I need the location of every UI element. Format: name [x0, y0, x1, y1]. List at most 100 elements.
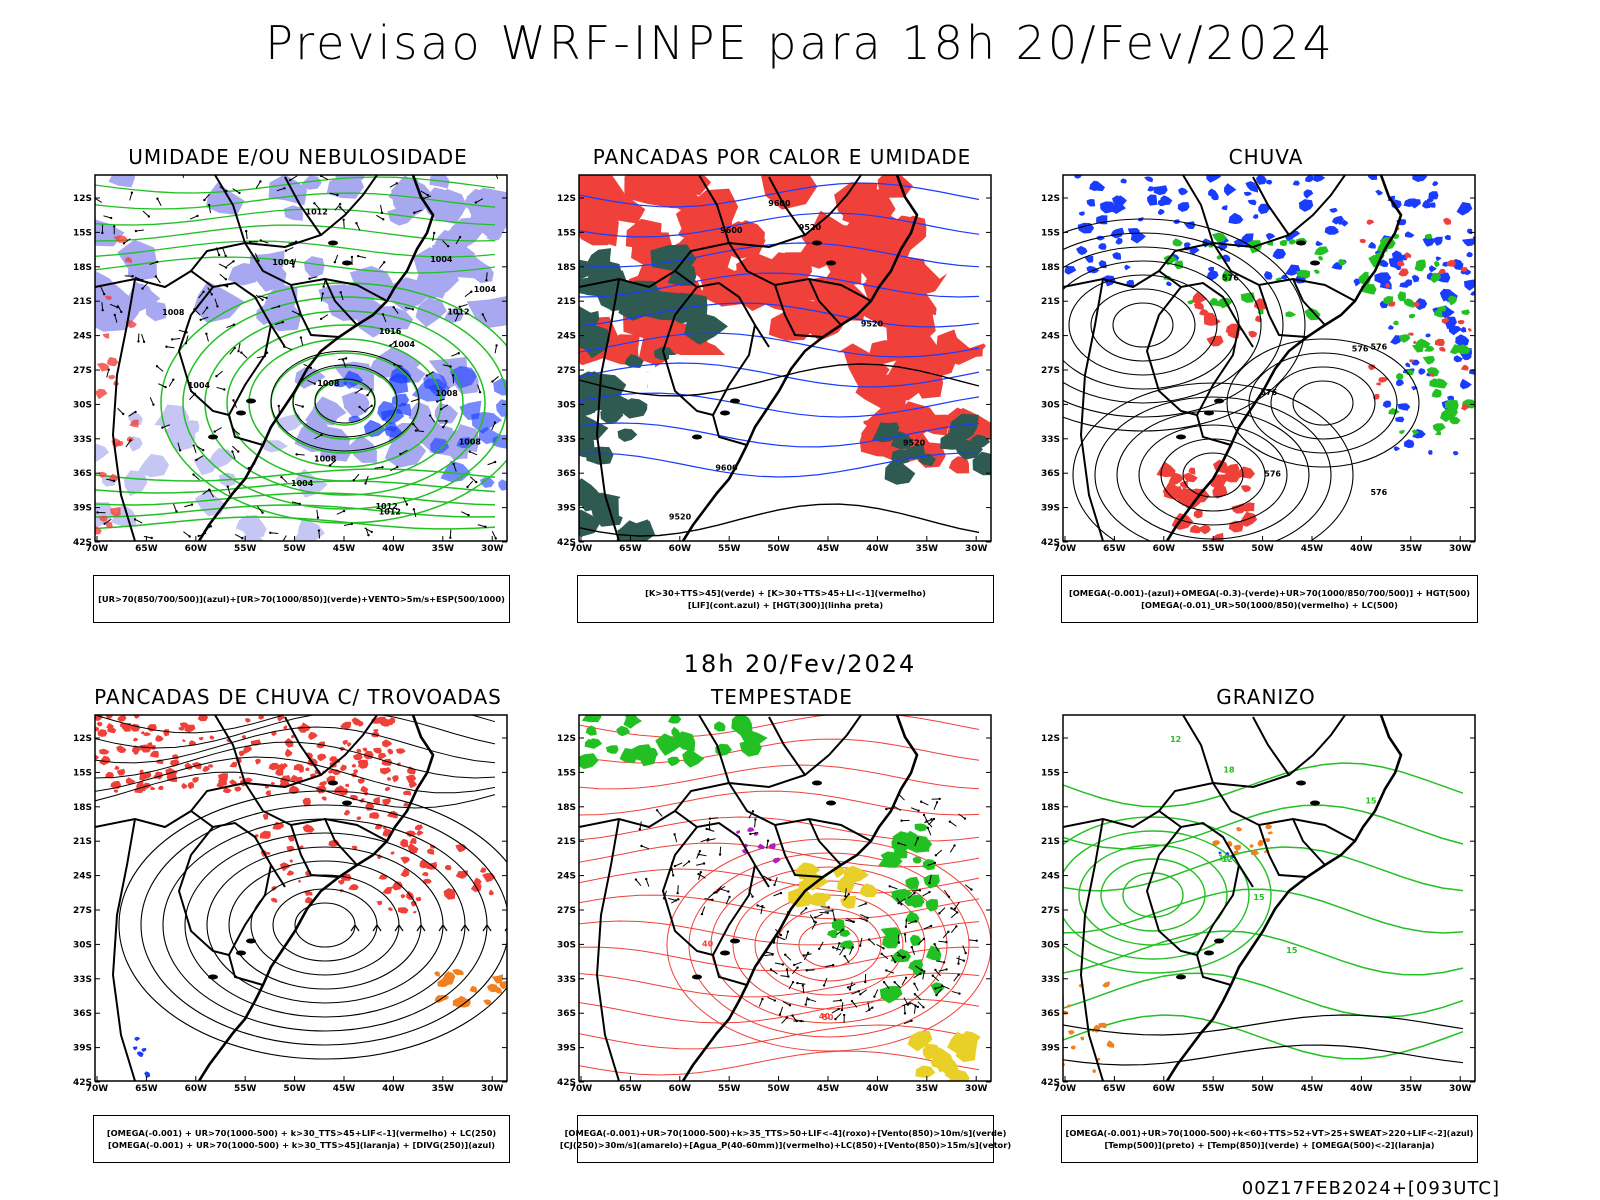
- contour-line: [95, 756, 496, 794]
- field-patch: [768, 310, 816, 341]
- wind-vector: [469, 476, 477, 483]
- wind-vector-head: [805, 969, 808, 972]
- field-patch: [403, 791, 407, 796]
- wind-vector-head: [141, 287, 144, 290]
- lon-label: 70W: [86, 544, 109, 554]
- contour-label: 9600: [715, 464, 738, 473]
- field-patch: [839, 929, 851, 937]
- field-patch: [917, 842, 930, 852]
- wind-vector: [905, 918, 908, 927]
- contour-line: [579, 362, 980, 388]
- contour-label: 9520: [799, 223, 822, 232]
- lat-label: 12S: [73, 194, 92, 204]
- field-patch: [144, 1071, 151, 1078]
- field-patch: [1403, 298, 1415, 308]
- wind-vector-head: [843, 954, 846, 958]
- field-patch: [288, 835, 295, 842]
- wind-vector-head: [893, 981, 896, 984]
- field-patch: [140, 731, 145, 735]
- field-patch: [266, 851, 271, 855]
- field-patch: [1444, 234, 1451, 241]
- contour-line: [579, 272, 980, 298]
- field-patch: [259, 830, 271, 839]
- field-patch: [238, 776, 242, 779]
- wind-vector: [709, 817, 718, 820]
- field-patch: [1368, 241, 1376, 249]
- wind-vector: [770, 969, 778, 975]
- field-patch: [667, 756, 681, 767]
- wind-vector: [954, 901, 960, 910]
- wind-vector: [784, 954, 792, 961]
- wind-vector: [847, 983, 856, 988]
- wind-vector-head: [920, 969, 924, 972]
- wind-vector-head: [269, 531, 272, 534]
- wind-vector: [209, 489, 215, 498]
- field-patch: [1338, 258, 1347, 266]
- lat-label: 27S: [73, 906, 92, 916]
- lon-label: 40W: [866, 1084, 889, 1094]
- lat-label: 18S: [73, 803, 92, 813]
- field-patch: [298, 879, 301, 883]
- wind-vector-head: [831, 909, 834, 912]
- contour-label: 1004: [430, 255, 453, 264]
- wind-vector-head: [364, 482, 367, 485]
- lake-marker: [730, 398, 740, 404]
- wind-vector: [364, 405, 372, 411]
- field-patch: [498, 479, 507, 491]
- wind-vector: [898, 898, 906, 904]
- lat-label: 18S: [557, 803, 576, 813]
- wind-vector: [193, 474, 200, 481]
- contour-line: [732, 880, 926, 1010]
- field-patch: [373, 729, 379, 733]
- legend-line: [OMEGA(-0.001) + UR>70(1000-500) + k>30_…: [106, 1128, 497, 1138]
- wind-vector: [645, 878, 650, 887]
- field-patch: [1098, 1022, 1107, 1029]
- wind-vector-head: [801, 984, 805, 987]
- wind-vector: [844, 955, 850, 964]
- wind-vector: [811, 922, 817, 930]
- wind-vector: [932, 975, 940, 982]
- wind-vector-head: [769, 878, 772, 882]
- wind-vector-head: [698, 849, 702, 853]
- field-patch: [920, 240, 975, 279]
- panel-chuva: CHUVA 576 576 576 576 576 576 12S 15S 18S 21S 24S 2…: [1031, 145, 1501, 635]
- field-patch: [1265, 232, 1276, 241]
- lake-marker: [1176, 974, 1186, 980]
- field-patch: [1116, 195, 1127, 206]
- wind-vector-head: [172, 378, 175, 381]
- state-border: [1258, 824, 1308, 878]
- wind-vector-head: [837, 1007, 840, 1011]
- field-patch: [218, 778, 227, 786]
- field-patch: [947, 1031, 975, 1054]
- wind-vector: [184, 504, 193, 508]
- wind-vector: [316, 509, 319, 518]
- field-patch: [1449, 415, 1461, 425]
- contour-label: 1004: [188, 381, 211, 390]
- wind-vector: [376, 214, 384, 220]
- field-patch: [1228, 212, 1244, 225]
- lat-label: 33S: [73, 435, 92, 445]
- wind-vector: [281, 476, 288, 484]
- wind-vector-head: [640, 844, 643, 848]
- wind-vector: [226, 324, 235, 329]
- contour-line: [1072, 382, 1354, 541]
- lat-label: 24S: [1041, 872, 1060, 882]
- wind-vector-head: [225, 285, 229, 288]
- wind-vector: [182, 175, 184, 178]
- contour-label: 1004: [474, 285, 497, 294]
- wind-vector-head: [298, 502, 301, 506]
- wind-vector: [907, 892, 915, 899]
- wind-vector-head: [857, 990, 861, 993]
- wind-vector: [291, 310, 300, 315]
- field-patch: [1218, 851, 1222, 855]
- field-patch: [1147, 194, 1158, 206]
- field-patch: [1412, 344, 1424, 353]
- wind-vector: [951, 990, 960, 995]
- wind-vector: [314, 434, 322, 440]
- field-patch: [419, 859, 431, 869]
- field-patch: [1461, 309, 1470, 315]
- wind-vector-head: [333, 261, 337, 264]
- field-patch: [1432, 181, 1439, 187]
